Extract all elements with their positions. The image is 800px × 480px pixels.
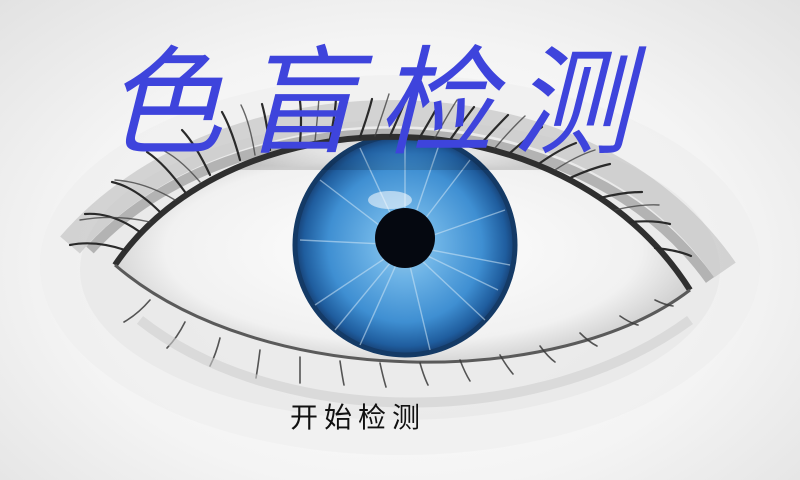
app-title: 色盲检测 bbox=[97, 34, 676, 172]
start-test-button[interactable]: 开始检测 bbox=[272, 398, 444, 438]
